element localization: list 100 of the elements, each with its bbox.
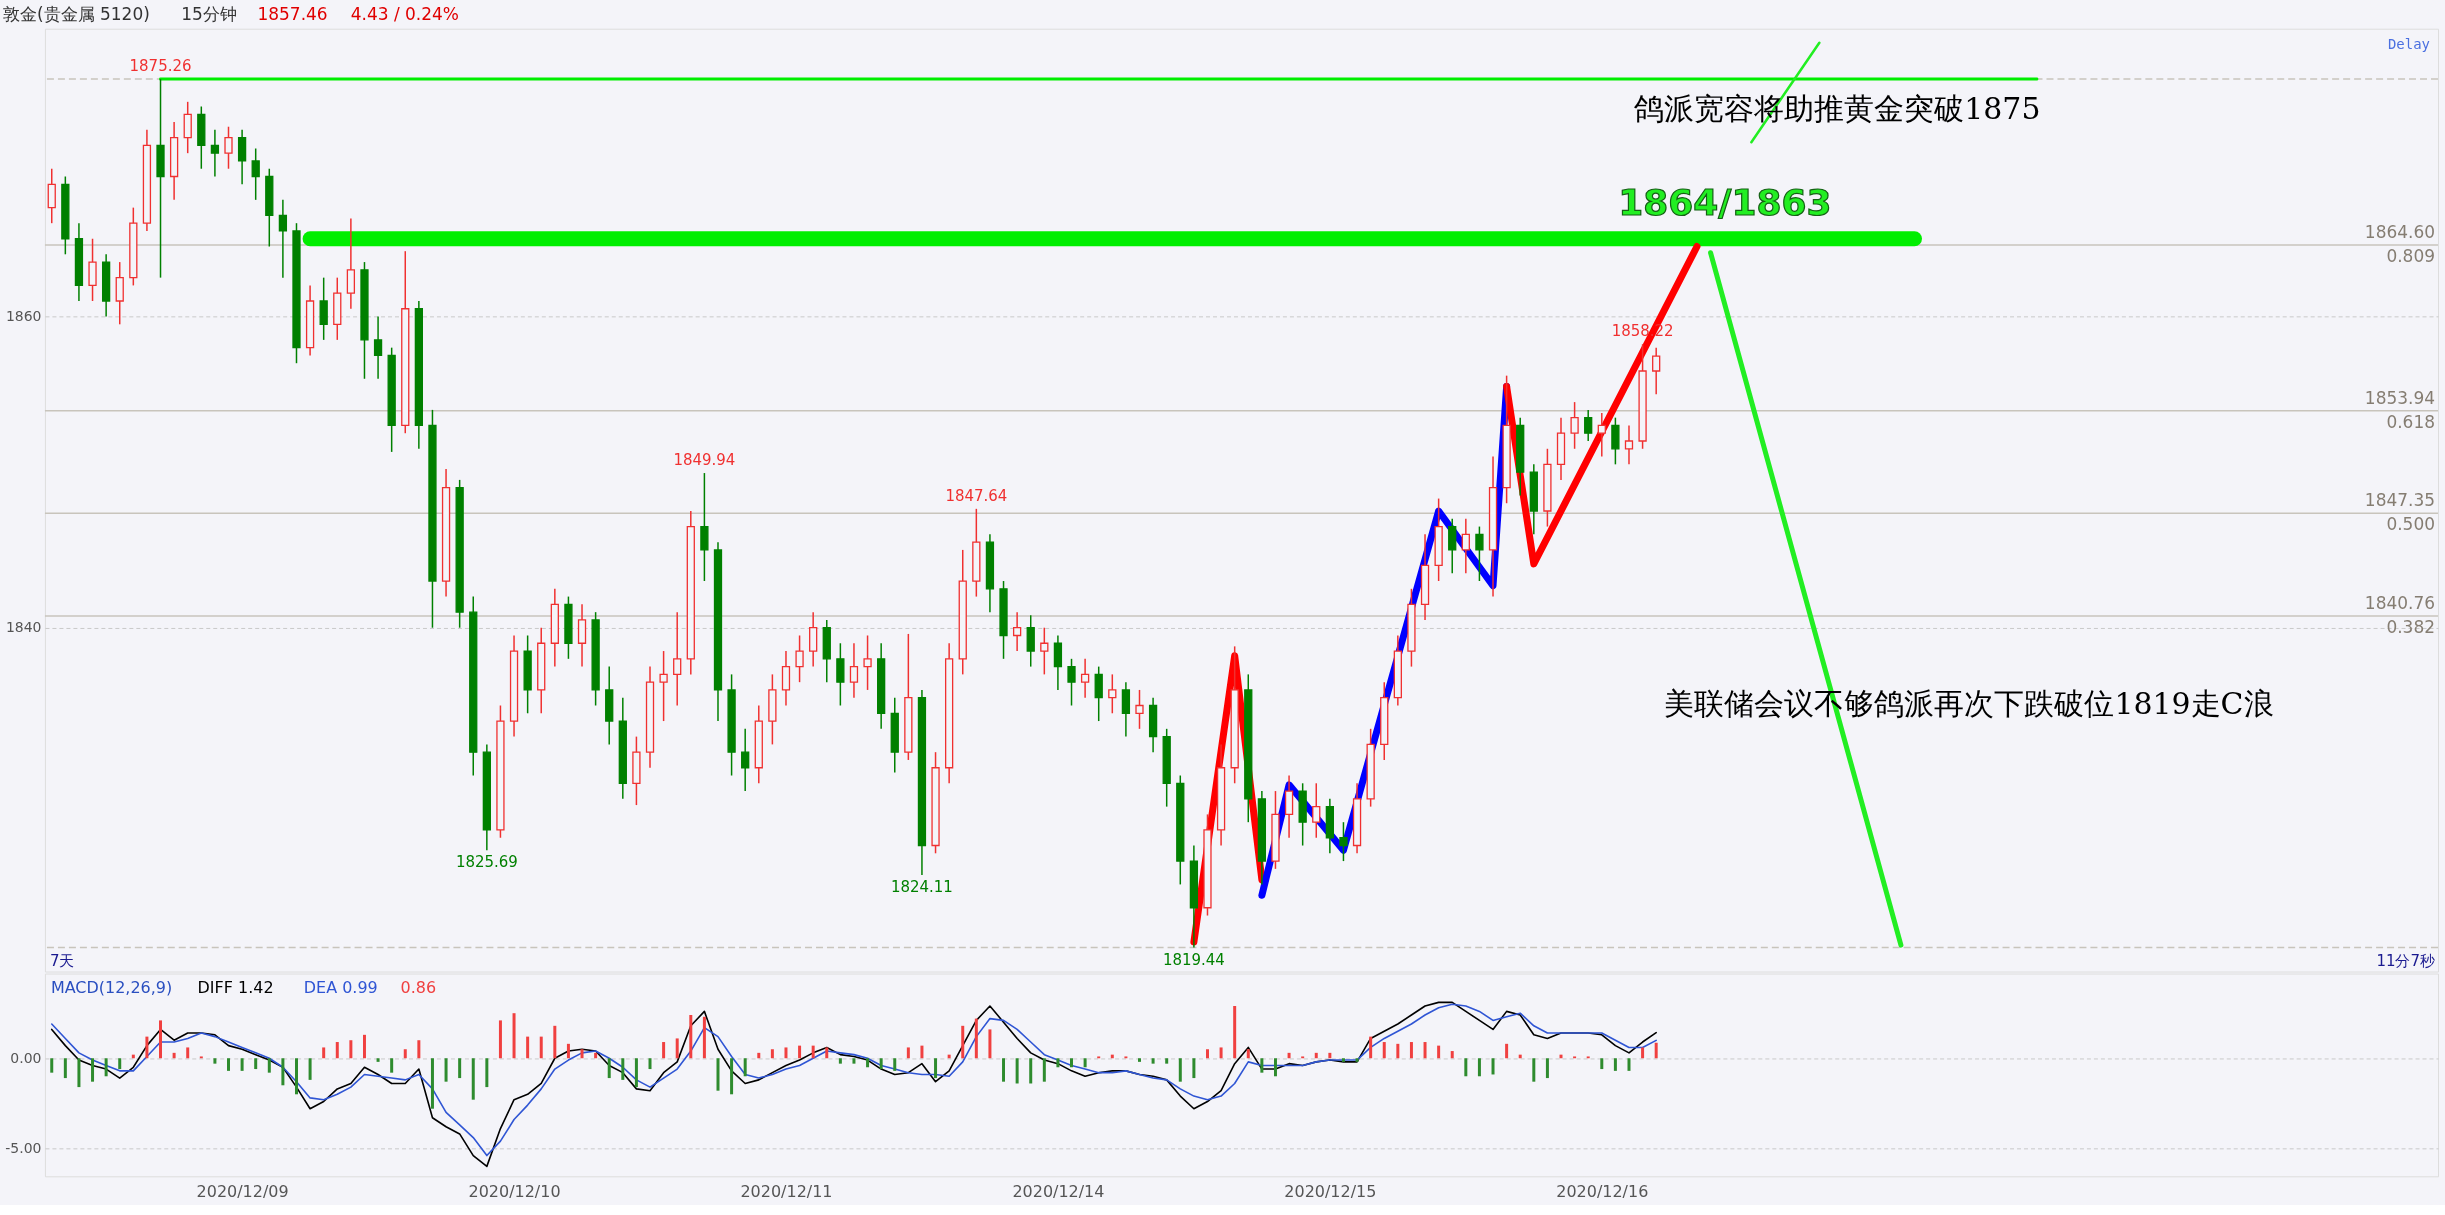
bar bbox=[213, 1058, 217, 1064]
candlestick bbox=[1570, 401, 1579, 450]
y-tick-label: 1840 bbox=[5, 619, 42, 636]
bar bbox=[1273, 1058, 1277, 1077]
candlestick bbox=[88, 237, 97, 302]
bar bbox=[1070, 1058, 1074, 1068]
bar bbox=[1029, 1058, 1033, 1084]
bar bbox=[1314, 1052, 1318, 1059]
bar bbox=[1409, 1042, 1413, 1059]
annotation: 1864/1863 bbox=[1618, 182, 1832, 224]
candlestick bbox=[1461, 518, 1470, 574]
bar bbox=[716, 1058, 720, 1091]
candlestick bbox=[659, 650, 668, 722]
ref-line-label: 1847.35 0.500 bbox=[2364, 490, 2436, 535]
bar bbox=[1532, 1058, 1536, 1082]
bar bbox=[866, 1058, 870, 1068]
candlestick bbox=[1094, 665, 1103, 722]
candlestick bbox=[1012, 611, 1022, 652]
candlestick bbox=[1135, 689, 1144, 730]
candlestick bbox=[1475, 525, 1484, 582]
candlestick bbox=[1339, 821, 1348, 862]
bar bbox=[1641, 1047, 1645, 1059]
annotation: 1825.69 bbox=[455, 853, 518, 872]
annotation: 7天 bbox=[49, 951, 75, 970]
chart-title: 敦金(贵金属 5120) bbox=[3, 3, 150, 24]
text: 1857.46 bbox=[257, 3, 328, 24]
text: 4.43 / 0.24% bbox=[350, 3, 459, 24]
text: DEA 0.99 bbox=[303, 977, 378, 997]
candlestick bbox=[278, 199, 288, 279]
ref-line-label: 1864.60 0.809 bbox=[2364, 221, 2436, 266]
candlestick bbox=[741, 728, 750, 792]
annotation: 1847.64 bbox=[945, 486, 1008, 505]
annotation: 1849.94 bbox=[673, 451, 736, 470]
bar bbox=[485, 1058, 489, 1088]
bar bbox=[553, 1025, 557, 1059]
bar bbox=[50, 1058, 54, 1073]
candlestick bbox=[700, 472, 709, 582]
bar bbox=[702, 1016, 706, 1059]
bar bbox=[322, 1047, 326, 1059]
candlestick bbox=[1597, 412, 1606, 458]
bar bbox=[294, 1058, 298, 1095]
bar bbox=[1423, 1042, 1427, 1059]
bar bbox=[934, 1058, 938, 1079]
bar bbox=[1613, 1058, 1617, 1071]
bar bbox=[634, 1058, 638, 1088]
bar bbox=[458, 1058, 462, 1079]
bar bbox=[1246, 1049, 1250, 1059]
bar bbox=[390, 1058, 394, 1073]
candlestick bbox=[1611, 416, 1620, 466]
bar bbox=[1260, 1058, 1264, 1073]
bar bbox=[594, 1052, 598, 1059]
annotation: 1824.11 bbox=[891, 877, 953, 896]
x-tick-label: 2020/12/10 bbox=[468, 1181, 561, 1201]
candlestick bbox=[1584, 409, 1593, 442]
bar bbox=[1015, 1058, 1019, 1084]
bar bbox=[1178, 1058, 1182, 1082]
candlestick bbox=[1108, 673, 1117, 715]
bar bbox=[1042, 1058, 1046, 1082]
bar bbox=[498, 1020, 502, 1059]
bar bbox=[186, 1047, 190, 1059]
bar bbox=[1205, 1049, 1209, 1059]
candlestick bbox=[809, 611, 818, 668]
bar bbox=[104, 1058, 108, 1077]
annotation: 11分7秒 bbox=[2376, 951, 2436, 970]
bar bbox=[1437, 1045, 1441, 1059]
bar bbox=[1138, 1058, 1141, 1062]
annotation: Delay bbox=[2387, 35, 2431, 52]
candlestick bbox=[1067, 658, 1076, 707]
candlestick bbox=[1652, 346, 1661, 396]
bar bbox=[526, 1036, 530, 1059]
ref-line-label: 1853.94 0.618 bbox=[2364, 387, 2436, 432]
chart-title: MACD(12,26,9) bbox=[50, 977, 173, 997]
bar bbox=[1464, 1058, 1468, 1077]
bar bbox=[1002, 1058, 1006, 1082]
bar bbox=[757, 1052, 761, 1059]
bar bbox=[1083, 1058, 1087, 1068]
bar bbox=[77, 1058, 81, 1088]
text: 0.86 bbox=[400, 977, 437, 997]
bar bbox=[254, 1058, 258, 1070]
bar bbox=[906, 1047, 910, 1059]
annotation: 1875.26 bbox=[129, 57, 192, 76]
bar bbox=[63, 1058, 67, 1079]
candlestick bbox=[373, 315, 383, 380]
bar bbox=[1192, 1058, 1196, 1079]
candlestick bbox=[224, 125, 233, 170]
bar bbox=[539, 1036, 543, 1059]
x-tick-label: 2020/12/16 bbox=[1556, 1181, 1649, 1201]
bar bbox=[580, 1049, 584, 1059]
bar bbox=[1355, 1058, 1359, 1062]
candlestick bbox=[251, 147, 260, 201]
bar bbox=[770, 1049, 774, 1059]
bar bbox=[281, 1058, 285, 1086]
bar bbox=[376, 1058, 380, 1062]
bar bbox=[893, 1058, 897, 1071]
candlestick bbox=[319, 276, 328, 341]
candlestick bbox=[237, 129, 247, 186]
bar bbox=[1382, 1042, 1386, 1059]
bar bbox=[648, 1058, 652, 1070]
bar bbox=[1627, 1058, 1631, 1071]
bar bbox=[852, 1058, 856, 1064]
